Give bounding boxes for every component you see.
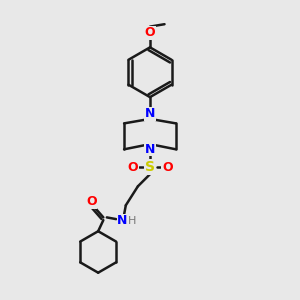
Text: H: H <box>128 216 136 226</box>
Text: N: N <box>145 107 155 120</box>
Text: O: O <box>86 195 97 208</box>
Text: S: S <box>145 160 155 174</box>
Text: O: O <box>128 161 138 174</box>
Text: N: N <box>117 214 128 227</box>
Text: N: N <box>145 143 155 156</box>
Text: O: O <box>145 26 155 39</box>
Text: O: O <box>162 161 172 174</box>
